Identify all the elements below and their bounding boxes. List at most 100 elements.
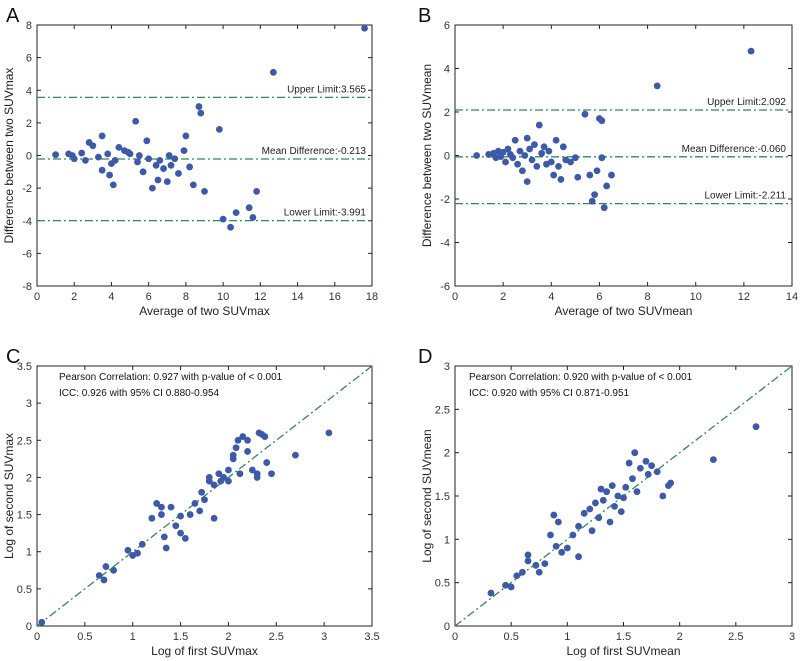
panel-a-data-point — [165, 152, 173, 159]
panel-d-data-point — [617, 508, 625, 515]
panel-b-data-point — [545, 147, 553, 155]
panel-d-data-point — [622, 483, 630, 491]
panel-a-data-point — [182, 132, 190, 140]
panel-a-ytick-label: 6 — [26, 53, 32, 65]
panel-c-data-point — [110, 566, 117, 574]
panel-b-data-point — [523, 134, 531, 142]
panel-d-data-point — [648, 462, 655, 470]
panel-c-data-point — [177, 512, 184, 520]
panel-b-data-point — [567, 158, 574, 166]
panel-b-data-point — [502, 158, 509, 166]
panel-b-xtick-label: 14 — [786, 291, 798, 303]
panel-d-data-point — [524, 551, 532, 559]
panel-d-data-point — [547, 531, 554, 539]
panel-d-data-point — [642, 457, 650, 465]
panel-a-data-point — [160, 165, 167, 172]
panel-a-data-point — [134, 158, 141, 166]
panel-d-data-point — [659, 492, 667, 500]
panel-b-reference-label: Upper Limit:2.092 — [707, 97, 786, 108]
panel-a-data-point — [195, 103, 203, 110]
panel-b-data-point — [516, 147, 524, 155]
panel-d-data-point — [709, 456, 717, 463]
panel-b-data-point — [653, 82, 661, 90]
panel-a-data-point — [109, 181, 117, 189]
panel-a-data-point — [98, 166, 106, 174]
panel-c-data-point — [167, 503, 175, 511]
panel-d-data-point — [586, 505, 594, 513]
panel-d-xtick-label: 3 — [789, 631, 795, 643]
panel-b-data-point — [603, 182, 611, 190]
panel-d-xtick-label: 0.5 — [504, 631, 519, 643]
panel-a-x-axis-label: Average of two SUVmax — [139, 304, 270, 318]
panel-d-data-point — [569, 531, 577, 539]
panel-a-data-point — [145, 155, 153, 163]
panel-c-ytick-label: 2 — [26, 472, 32, 484]
panel-a-xtick-label: 6 — [146, 291, 152, 303]
panel-c-data-point — [186, 511, 194, 518]
panel-b-xtick-label: 2 — [500, 291, 506, 303]
panel-c-data-point — [38, 618, 46, 626]
panel-a-data-point — [186, 163, 194, 171]
panel-b-data-point — [514, 160, 521, 168]
panel-c-ytick-label: 3.5 — [17, 361, 32, 373]
panel-a-data-point — [175, 170, 182, 177]
panel-c-data-point — [201, 496, 208, 504]
panel-d-xtick-label: 2.5 — [728, 631, 743, 643]
panel-b-data-point — [557, 176, 565, 183]
panel-a-data-point — [135, 152, 143, 159]
panel-a-data-point — [104, 150, 112, 158]
panel-d-annotation: ICC: 0.920 with 95% CI 0.871-0.951 — [469, 388, 630, 399]
panel-a-data-point — [126, 150, 134, 158]
panel-d-data-point — [513, 572, 521, 580]
panel-d-data-point — [563, 544, 571, 552]
panel-d-xtick-label: 0 — [452, 631, 458, 643]
panel-c-data-point — [162, 544, 170, 552]
panel-b-ytick-label: 4 — [444, 64, 450, 76]
panel-c-xtick-label: 1 — [130, 631, 136, 643]
panel-c-data-point — [160, 533, 168, 541]
panel-d-data-point — [575, 553, 582, 561]
panel-d-data-point — [580, 509, 588, 517]
panel-a-reference-label: Lower Limit:-3.991 — [284, 208, 367, 219]
panel-a-data-point — [180, 147, 188, 155]
panel-a-data-point — [154, 176, 162, 184]
panel-a-xtick-label: 0 — [34, 291, 40, 303]
panel-b-data-point — [747, 47, 755, 55]
panel-b-xtick-label: 4 — [548, 291, 554, 303]
panel-c-identity-line — [36, 365, 373, 627]
panel-c-data-point — [215, 470, 223, 478]
panel-a-data-point — [163, 178, 171, 186]
panel-a-letter: A — [6, 5, 20, 27]
panel-a-ytick-label: 4 — [26, 85, 32, 97]
panel-d-data-point — [595, 514, 603, 522]
panel-b-data-point — [521, 152, 529, 159]
panel-c-data-point — [196, 507, 204, 515]
panel-c-data-point — [124, 546, 132, 554]
panel-b-data-point — [504, 145, 512, 153]
panel-c-data-point — [239, 433, 247, 440]
panel-b-data-point — [574, 173, 582, 181]
panel-b-reference-label: Lower Limit:-2.211 — [704, 191, 786, 202]
panel-c-data-point — [261, 433, 269, 440]
panel-b-data-point — [519, 167, 526, 175]
panel-d-data-point — [541, 560, 549, 567]
panel-b-data-point — [499, 148, 507, 156]
panel-b-ytick-label: -6 — [440, 281, 450, 293]
panel-c-data-point — [153, 500, 161, 507]
panel-a-ytick-label: 8 — [26, 20, 32, 32]
panel-d-data-point — [519, 568, 526, 576]
panel-b-data-point — [535, 121, 543, 129]
panel-a-data-point — [227, 223, 234, 231]
panel-d-data-point — [597, 485, 605, 493]
panel-c-ytick-label: 0 — [26, 621, 32, 633]
panel-b-data-point — [591, 191, 599, 199]
panel-c-xtick-label: 0 — [34, 631, 40, 643]
panel-c-data-point — [234, 436, 242, 444]
panel-d-data-point — [592, 499, 599, 507]
panel-a-data-point — [249, 214, 257, 221]
panel-d-data-point — [608, 482, 616, 489]
panel-a-xtick-label: 18 — [366, 291, 378, 303]
panel-d-data-point — [644, 470, 652, 478]
panel-a-data-point — [156, 156, 164, 164]
panel-d-data-point — [599, 496, 607, 504]
